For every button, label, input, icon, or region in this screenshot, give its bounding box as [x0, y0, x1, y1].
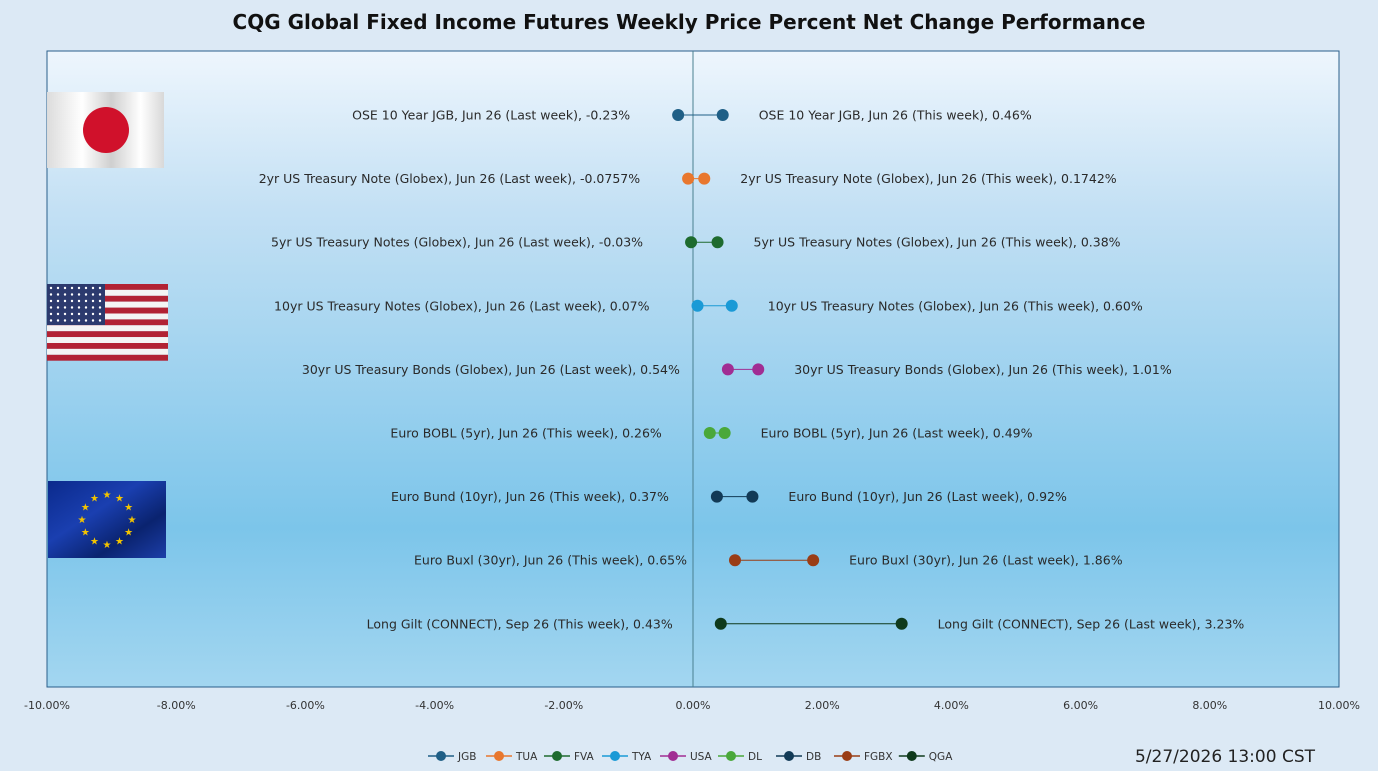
svg-text:QGA: QGA [929, 751, 953, 763]
x-tick-label: 0.00% [676, 699, 711, 712]
svg-text:FGBX: FGBX [864, 751, 893, 763]
svg-text:★: ★ [103, 540, 112, 551]
data-label-db-0: Euro Bund (10yr), Jun 26 (This week), 0.… [391, 489, 669, 504]
data-label-usa-0: 30yr US Treasury Bonds (Globex), Jun 26 … [302, 362, 680, 377]
data-label-db-1: Euro Bund (10yr), Jun 26 (Last week), 0.… [788, 489, 1067, 504]
svg-text:★: ★ [103, 490, 112, 501]
x-tick-label: 4.00% [934, 699, 969, 712]
legend-item-fva[interactable]: FVA [544, 751, 595, 763]
data-point-fva-1[interactable] [711, 236, 724, 249]
data-point-dl-0[interactable] [703, 427, 716, 439]
data-label-tua-1: 2yr US Treasury Note (Globex), Jun 26 (T… [740, 171, 1117, 186]
svg-text:★: ★ [115, 537, 124, 548]
svg-text:★: ★ [124, 528, 133, 539]
data-point-qga-1[interactable] [895, 617, 908, 630]
data-label-qga-0: Long Gilt (CONNECT), Sep 26 (This week),… [367, 616, 673, 631]
data-point-tya-1[interactable] [725, 299, 738, 312]
svg-text:★: ★ [90, 537, 99, 548]
data-label-fgbx-1: Euro Buxl (30yr), Jun 26 (Last week), 1.… [849, 553, 1123, 568]
data-point-jgb-1[interactable] [716, 109, 729, 121]
japan-flag-icon [47, 92, 164, 168]
data-label-qga-1: Long Gilt (CONNECT), Sep 26 (Last week),… [938, 616, 1245, 631]
data-label-jgb-1: OSE 10 Year JGB, Jun 26 (This week), 0.4… [759, 108, 1032, 123]
data-label-fva-0: 5yr US Treasury Notes (Globex), Jun 26 (… [271, 235, 643, 250]
svg-text:★: ★ [124, 503, 133, 514]
data-point-jgb-0[interactable] [672, 109, 685, 121]
data-point-fva-0[interactable] [685, 236, 698, 249]
data-point-usa-1[interactable] [752, 363, 765, 376]
data-point-fgbx-0[interactable] [728, 554, 741, 567]
x-tick-label: 10.00% [1318, 699, 1360, 712]
data-label-tya-0: 10yr US Treasury Notes (Globex), Jun 26 … [274, 298, 650, 313]
data-point-dl-1[interactable] [718, 427, 731, 439]
x-tick-label: 2.00% [805, 699, 840, 712]
x-tick-label: -2.00% [544, 699, 583, 712]
data-label-fgbx-0: Euro Buxl (30yr), Jun 26 (This week), 0.… [414, 553, 687, 568]
x-tick-label: -10.00% [24, 699, 70, 712]
data-point-tua-1[interactable] [698, 172, 711, 185]
legend-item-dl[interactable]: DL [718, 751, 762, 763]
data-point-usa-0[interactable] [721, 363, 734, 376]
svg-text:★: ★ [78, 515, 87, 526]
svg-text:DB: DB [806, 751, 821, 763]
eu-flag-icon: ★ ★★★★★★★★★★★ [48, 481, 166, 558]
x-tick-label: 6.00% [1063, 699, 1098, 712]
svg-text:FVA: FVA [574, 751, 595, 763]
data-point-tua-0[interactable] [682, 172, 695, 185]
legend-item-jgb[interactable]: JGB [428, 751, 476, 763]
legend-item-db[interactable]: DB [776, 751, 821, 763]
data-label-usa-1: 30yr US Treasury Bonds (Globex), Jun 26 … [794, 362, 1172, 377]
data-label-tua-0: 2yr US Treasury Note (Globex), Jun 26 (L… [259, 171, 641, 186]
timestamp: 5/27/2026 13:00 CST [1134, 747, 1315, 767]
legend-item-fgbx[interactable]: FGBX [834, 751, 893, 763]
svg-text:JGB: JGB [457, 751, 476, 763]
data-label-dl-0: Euro BOBL (5yr), Jun 26 (This week), 0.2… [390, 426, 661, 441]
svg-text:★: ★ [90, 493, 99, 504]
data-point-db-1[interactable] [746, 490, 759, 503]
legend-item-tua[interactable]: TUA [486, 751, 538, 763]
svg-text:★: ★ [81, 528, 90, 539]
usa-flag-icon [47, 284, 168, 361]
data-point-tya-0[interactable] [691, 299, 704, 312]
svg-text:TYA: TYA [631, 751, 652, 763]
x-tick-label: -4.00% [415, 699, 454, 712]
data-label-dl-1: Euro BOBL (5yr), Jun 26 (Last week), 0.4… [761, 426, 1033, 441]
svg-text:★: ★ [128, 515, 137, 526]
svg-text:DL: DL [748, 751, 762, 763]
chart-title: CQG Global Fixed Income Futures Weekly P… [232, 10, 1146, 34]
data-label-tya-1: 10yr US Treasury Notes (Globex), Jun 26 … [768, 298, 1143, 313]
x-tick-label: -6.00% [286, 699, 325, 712]
svg-text:USA: USA [690, 751, 713, 763]
x-tick-label: 8.00% [1192, 699, 1227, 712]
svg-text:★: ★ [115, 493, 124, 504]
data-point-qga-0[interactable] [714, 617, 727, 630]
x-tick-label: -8.00% [157, 699, 196, 712]
svg-text:★: ★ [81, 503, 90, 514]
legend-item-usa[interactable]: USA [660, 751, 713, 763]
data-point-db-0[interactable] [710, 490, 723, 503]
data-label-jgb-0: OSE 10 Year JGB, Jun 26 (Last week), -0.… [352, 108, 630, 123]
legend-item-qga[interactable]: QGA [898, 751, 953, 763]
data-point-fgbx-1[interactable] [807, 554, 820, 567]
data-label-fva-1: 5yr US Treasury Notes (Globex), Jun 26 (… [754, 235, 1121, 250]
legend-item-tya[interactable]: TYA [602, 751, 652, 763]
svg-text:TUA: TUA [515, 751, 538, 763]
